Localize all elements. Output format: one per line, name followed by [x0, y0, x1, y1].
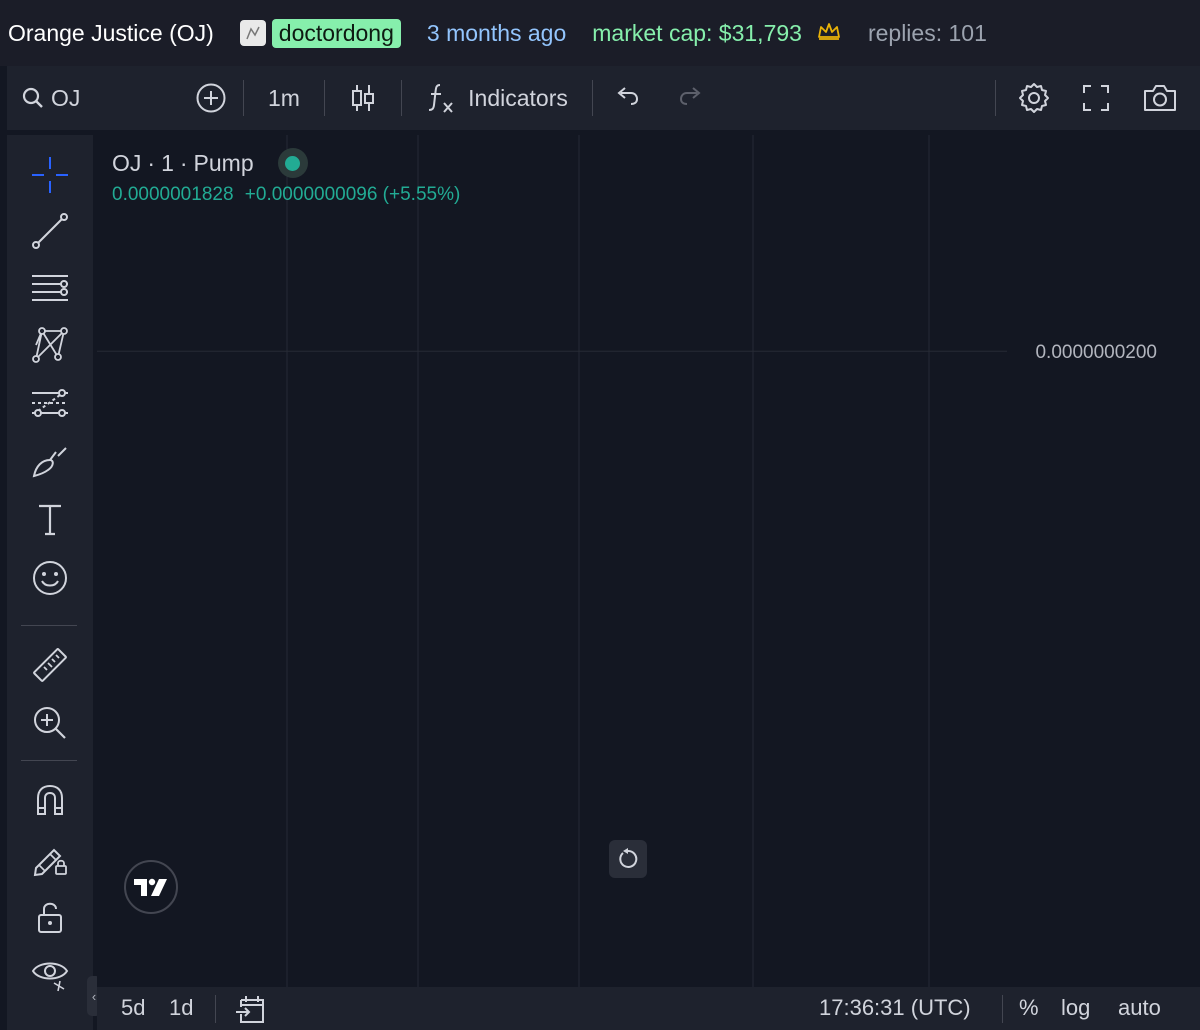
- chevron-left-icon: ‹: [91, 988, 97, 1004]
- smiley-icon: [33, 561, 67, 595]
- chart-type-button[interactable]: [325, 66, 401, 130]
- text-tool[interactable]: [28, 498, 72, 542]
- zoom-in-tool[interactable]: [28, 701, 72, 745]
- tv-logo-icon: [134, 878, 167, 896]
- legend-price: 0.0000001828: [112, 184, 234, 205]
- drawing-toolbar: [7, 135, 93, 1030]
- market-cap: market cap: $31,793: [592, 19, 802, 46]
- reset-rotate-icon: [619, 848, 638, 868]
- percent-toggle[interactable]: %: [1019, 995, 1039, 1020]
- toolbar-divider: [243, 80, 244, 116]
- bottom-divider: [1002, 995, 1003, 1023]
- trend-line-tool[interactable]: [28, 209, 72, 253]
- price-chart[interactable]: 0.00000024000.00000022000.00000020000.00…: [97, 135, 1200, 987]
- function-fx-icon: [429, 84, 453, 113]
- range-1d-button[interactable]: 1d: [169, 995, 194, 1020]
- range-5d-button[interactable]: 5d: [121, 995, 146, 1020]
- lock-all-tool[interactable]: [28, 895, 72, 939]
- projection-lines-icon: [32, 389, 68, 417]
- toolbar-divider: [401, 80, 402, 116]
- settings-button[interactable]: [996, 66, 1072, 130]
- clock-timezone[interactable]: 17:36:31 (UTC): [819, 995, 971, 1020]
- replies-count: replies: 101: [867, 19, 987, 46]
- legend-interval: 1: [161, 149, 174, 176]
- toolbar-divider: [592, 80, 593, 116]
- avatar-sketch-icon: [246, 26, 260, 40]
- crown-icon: [816, 20, 842, 47]
- goto-date-button[interactable]: [235, 994, 267, 1030]
- tools-divider: [21, 625, 77, 626]
- magnet-icon: [37, 784, 63, 815]
- gear-icon: [1019, 83, 1049, 113]
- undo-button[interactable]: [593, 66, 663, 130]
- plus-circle-icon: [196, 83, 226, 113]
- log-toggle[interactable]: log: [1061, 995, 1091, 1020]
- chart-legend: OJ · 1 · Pump 0.0000001828 +0.0000000096…: [112, 148, 460, 206]
- forecasting-tool[interactable]: [28, 381, 72, 425]
- text-t-icon: [39, 504, 61, 536]
- chart-widget: OJ 1m Indicators: [7, 66, 1200, 1030]
- symbol-search-button[interactable]: OJ: [7, 66, 167, 130]
- pattern-nodes-icon: [32, 327, 68, 363]
- toolbar-divider: [995, 80, 996, 116]
- eye-icon: [31, 962, 69, 992]
- lock-drawings-tool[interactable]: [28, 836, 72, 880]
- created-time: 3 months ago: [426, 19, 567, 46]
- calendar-goto-icon: [236, 996, 264, 1023]
- symbol-label: OJ: [51, 84, 81, 111]
- hide-drawings-tool[interactable]: [28, 951, 72, 995]
- redo-icon: [679, 87, 701, 105]
- market-status-dot[interactable]: [277, 148, 308, 178]
- measure-tool[interactable]: [28, 643, 72, 687]
- legend-change: +0.0000000096 (+5.55%): [244, 184, 461, 205]
- toolbar-divider: [324, 80, 325, 116]
- screenshot-button[interactable]: [1120, 66, 1200, 130]
- crosshair-tool[interactable]: [28, 153, 72, 197]
- tradingview-logo[interactable]: [124, 860, 178, 914]
- bottom-bar: 5d 1d 17:36:31 (UTC) % log auto: [97, 987, 1200, 1030]
- candles-icon: [352, 85, 374, 111]
- legend-separator: ·: [179, 149, 188, 176]
- pattern-tool[interactable]: [28, 323, 72, 367]
- ruler-icon: [33, 648, 67, 682]
- chart-canvas[interactable]: 0.00000024000.00000022000.00000020000.00…: [97, 135, 1200, 987]
- indicators-label: Indicators: [468, 84, 568, 111]
- fullscreen-button[interactable]: [1072, 66, 1120, 130]
- unlock-icon: [38, 902, 62, 933]
- interval-button[interactable]: 1m: [268, 84, 300, 111]
- brush-tool[interactable]: [28, 440, 72, 484]
- camera-icon: [1144, 85, 1176, 111]
- redo-button[interactable]: [663, 66, 717, 130]
- reset-chart-button[interactable]: [609, 840, 647, 878]
- legend-symbol: OJ: [112, 149, 142, 176]
- user-avatar[interactable]: [239, 20, 266, 46]
- price-tick-label: 0.0000000200: [1035, 342, 1157, 363]
- magnet-tool[interactable]: [28, 778, 72, 822]
- price-axis[interactable]: 0.00000024000.00000022000.00000020000.00…: [1009, 135, 1169, 363]
- tools-divider: [21, 760, 77, 761]
- token-name: Orange Justice (OJ): [8, 19, 214, 46]
- search-icon: [22, 87, 43, 108]
- legend-separator: ·: [147, 149, 156, 176]
- fullscreen-icon: [1083, 85, 1109, 111]
- trend-line-icon: [32, 213, 68, 249]
- undo-icon: [617, 87, 639, 105]
- chart-grid: [97, 135, 1007, 987]
- fib-retracement-tool[interactable]: [28, 266, 72, 310]
- auto-toggle[interactable]: auto: [1118, 995, 1161, 1020]
- zoom-in-icon: [34, 707, 66, 739]
- legend-source: Pump: [193, 149, 254, 176]
- token-info-bar: Orange Justice (OJ) doctordong 3 months …: [0, 0, 1200, 66]
- brush-icon: [32, 447, 67, 478]
- horizontal-lines-icon: [32, 275, 68, 301]
- crosshair-icon: [32, 157, 68, 193]
- emoji-tool[interactable]: [28, 556, 72, 600]
- indicators-button[interactable]: Indicators: [402, 66, 592, 130]
- bottom-divider: [215, 995, 216, 1023]
- pencil-lock-icon: [33, 848, 67, 877]
- creator-username[interactable]: doctordong: [271, 18, 401, 48]
- compare-button[interactable]: [179, 66, 243, 130]
- chart-toolbar: OJ 1m Indicators: [7, 66, 1200, 130]
